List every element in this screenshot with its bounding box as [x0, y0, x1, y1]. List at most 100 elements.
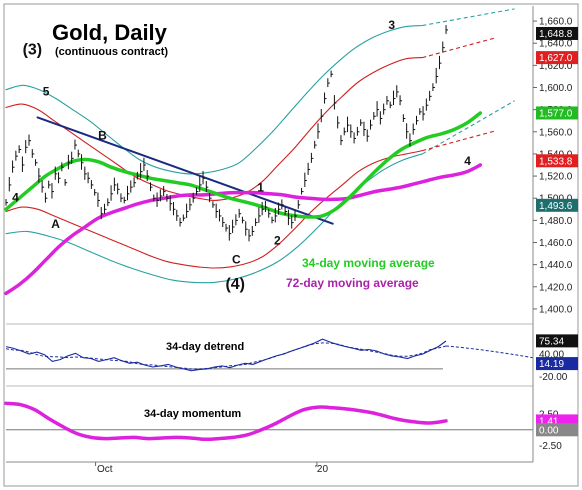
- upper-band-projection: [422, 37, 497, 59]
- price-bar: [189, 198, 192, 211]
- price-bar: [84, 166, 87, 180]
- ma72-annotation: 72-day moving average: [286, 276, 419, 290]
- svg-text:1,577.0: 1,577.0: [539, 108, 573, 119]
- price-bar: [396, 85, 399, 98]
- price-bar: [393, 90, 396, 106]
- svg-text:1,533.8: 1,533.8: [539, 156, 573, 167]
- wave-label: 5: [43, 84, 50, 98]
- price-bar: [54, 166, 58, 180]
- price-bar: [324, 92, 327, 104]
- price-bar: [432, 83, 435, 91]
- price-bar: [222, 217, 225, 228]
- x-tick-2020: '20: [315, 464, 328, 475]
- price-bar: [113, 177, 117, 191]
- price-bar: [143, 157, 146, 171]
- price-bar: [376, 101, 380, 117]
- price-bar: [41, 180, 45, 193]
- price-tick-label: 1,460.0: [539, 238, 573, 249]
- price-bar: [291, 215, 294, 229]
- price-tick-label: 1,420.0: [539, 282, 573, 293]
- price-bar: [337, 116, 340, 129]
- price-bar: [353, 132, 357, 144]
- price-bar: [370, 119, 373, 130]
- price-tick-label: 1,560.0: [539, 127, 573, 138]
- price-bar: [271, 216, 274, 224]
- ma34-annotation: 34-day moving average: [302, 256, 435, 270]
- price-tick-label: 1,520.0: [539, 172, 573, 183]
- price-tick-label: 1,640.0: [539, 39, 573, 50]
- svg-text:0.00: 0.00: [539, 425, 559, 436]
- outer-lower-band-projection: [422, 100, 515, 155]
- 34-day-moving-average-line: [4, 111, 483, 219]
- price-bar: [294, 209, 297, 221]
- price-bar: [186, 203, 189, 218]
- price-bar: [383, 103, 386, 115]
- price-bar: [81, 154, 84, 170]
- price-bar: [107, 198, 110, 207]
- price-bar: [284, 207, 288, 215]
- price-bar: [389, 101, 393, 109]
- price-bar: [94, 189, 97, 196]
- price-bar: [314, 140, 317, 149]
- price-value-tag: 1,648.8: [536, 26, 578, 40]
- price-bar: [110, 185, 114, 201]
- price-bar: [12, 160, 15, 173]
- svg-text:1,627.0: 1,627.0: [539, 53, 573, 64]
- 72-day-moving-average-line: [4, 163, 483, 296]
- price-bar: [104, 203, 107, 214]
- price-bar: [241, 216, 245, 224]
- chart-subtitle: (continuous contract): [55, 46, 168, 58]
- detrend-tick-label: -20.00: [539, 372, 568, 383]
- price-bar: [117, 183, 120, 195]
- price-bar: [238, 208, 242, 218]
- price-value-tag: 1,533.8: [536, 154, 578, 168]
- price-bar: [18, 145, 22, 153]
- price-bar: [195, 187, 199, 196]
- price-bar: [74, 139, 77, 150]
- price-bar: [287, 209, 291, 226]
- price-bar: [172, 201, 176, 216]
- price-value-tag: 1,627.0: [536, 51, 578, 65]
- price-bar: [406, 123, 409, 139]
- price-bar: [307, 162, 311, 175]
- price-bar: [64, 179, 68, 186]
- wave-label: C: [232, 253, 241, 267]
- price-bar: [228, 225, 232, 241]
- price-bar: [445, 25, 449, 34]
- price-bar: [176, 209, 179, 221]
- price-bar: [48, 180, 51, 189]
- price-bar: [409, 133, 412, 147]
- price-bar: [333, 95, 337, 110]
- price-bar: [21, 156, 25, 172]
- price-bar: [215, 203, 219, 218]
- price-bar: [248, 229, 252, 242]
- price-bar: [87, 172, 91, 184]
- price-bar: [169, 195, 173, 211]
- price-bar: [202, 170, 206, 185]
- price-bar: [415, 115, 419, 125]
- price-bar: [435, 67, 439, 84]
- price-bar: [90, 180, 94, 189]
- price-bar: [438, 55, 442, 70]
- price-bar: [232, 219, 235, 233]
- lower-band-line: [5, 150, 423, 269]
- price-bar: [5, 198, 8, 206]
- price-bar: [297, 199, 301, 209]
- price-bar: [127, 185, 130, 201]
- price-bar: [133, 177, 137, 188]
- price-bar: [192, 192, 196, 203]
- price-value-tag: 1,493.6: [536, 198, 578, 212]
- price-bar: [268, 208, 271, 218]
- price-bar: [61, 162, 64, 172]
- price-tick-label: 1,620.0: [539, 61, 573, 72]
- downtrend-line-line: [36, 116, 334, 225]
- price-bar: [212, 201, 215, 208]
- outer-upper-band-line: [5, 24, 423, 175]
- price-bar: [205, 181, 209, 193]
- price-bar: [71, 151, 74, 164]
- price-bar: [225, 223, 229, 232]
- price-bar: [58, 172, 61, 184]
- price-bar: [199, 176, 202, 192]
- price-bar: [425, 98, 429, 111]
